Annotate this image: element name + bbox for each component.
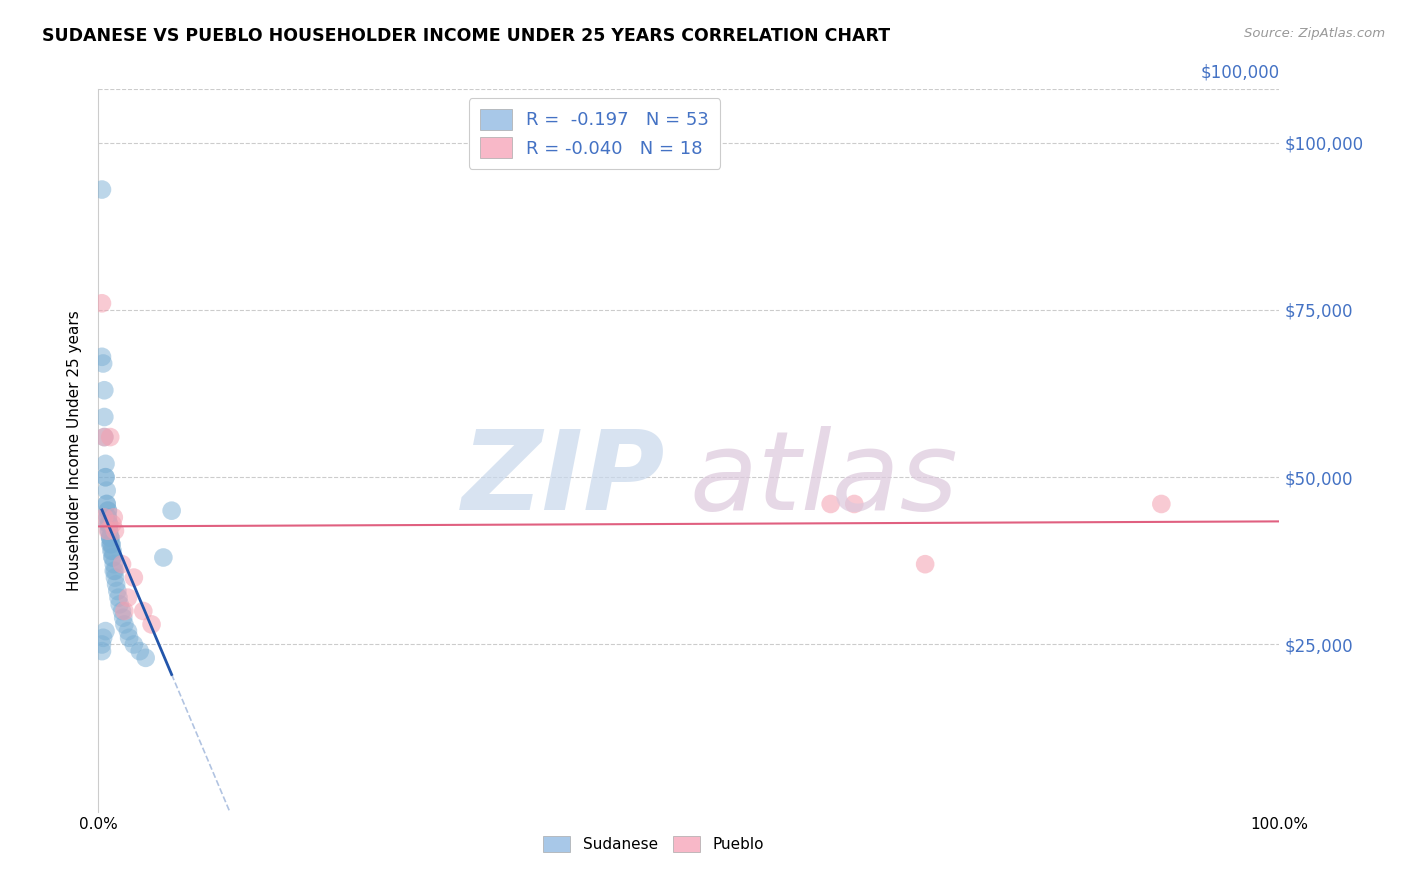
- Point: [122, 637, 145, 651]
- Point: [91, 356, 114, 371]
- Text: SUDANESE VS PUEBLO HOUSEHOLDER INCOME UNDER 25 YEARS CORRELATION CHART: SUDANESE VS PUEBLO HOUSEHOLDER INCOME UN…: [42, 27, 890, 45]
- Legend: Sudanese, Pueblo: Sudanese, Pueblo: [537, 830, 770, 858]
- Point: [98, 524, 121, 538]
- Point: [100, 537, 122, 551]
- Point: [107, 591, 129, 605]
- Point: [97, 510, 120, 524]
- Point: [98, 517, 121, 532]
- Point: [112, 611, 135, 625]
- Point: [914, 557, 936, 572]
- Point: [101, 550, 124, 565]
- Point: [100, 543, 122, 558]
- Point: [94, 457, 117, 471]
- Point: [122, 571, 145, 585]
- Point: [101, 550, 124, 565]
- Point: [112, 617, 135, 632]
- Point: [98, 430, 121, 444]
- Point: [117, 591, 139, 605]
- Point: [98, 530, 121, 544]
- Point: [105, 584, 128, 599]
- Point: [141, 617, 163, 632]
- Point: [111, 557, 134, 572]
- Point: [91, 637, 114, 651]
- Text: $100,000: $100,000: [1201, 64, 1279, 82]
- Point: [117, 624, 139, 639]
- Point: [160, 503, 183, 517]
- Point: [97, 503, 120, 517]
- Point: [101, 517, 124, 532]
- Text: atlas: atlas: [689, 425, 957, 533]
- Point: [112, 604, 135, 618]
- Point: [118, 631, 141, 645]
- Point: [91, 350, 114, 364]
- Text: ZIP: ZIP: [461, 425, 665, 533]
- Point: [97, 510, 120, 524]
- Point: [97, 524, 120, 538]
- Point: [1150, 497, 1173, 511]
- Point: [104, 524, 127, 538]
- Point: [93, 410, 115, 425]
- Point: [91, 296, 114, 310]
- Point: [105, 577, 128, 591]
- Point: [97, 517, 120, 532]
- Point: [91, 182, 114, 196]
- Point: [820, 497, 842, 511]
- Point: [135, 651, 157, 665]
- Point: [98, 524, 121, 538]
- Y-axis label: Householder Income Under 25 years: Householder Income Under 25 years: [67, 310, 83, 591]
- Text: Source: ZipAtlas.com: Source: ZipAtlas.com: [1244, 27, 1385, 40]
- Point: [93, 430, 115, 444]
- Point: [152, 550, 174, 565]
- Point: [91, 631, 114, 645]
- Point: [103, 564, 125, 578]
- Point: [98, 537, 121, 551]
- Point: [128, 644, 150, 658]
- Point: [98, 517, 121, 532]
- Point: [101, 543, 124, 558]
- Point: [97, 503, 120, 517]
- Point: [93, 384, 115, 398]
- Point: [93, 430, 115, 444]
- Point: [96, 483, 118, 498]
- Point: [94, 624, 117, 639]
- Point: [104, 571, 127, 585]
- Point: [98, 530, 121, 544]
- Point: [132, 604, 155, 618]
- Point: [844, 497, 866, 511]
- Point: [91, 644, 114, 658]
- Point: [108, 598, 131, 612]
- Point: [96, 497, 118, 511]
- Point: [103, 510, 125, 524]
- Point: [94, 470, 117, 484]
- Point: [104, 564, 127, 578]
- Point: [103, 557, 125, 572]
- Point: [94, 470, 117, 484]
- Point: [93, 510, 115, 524]
- Point: [100, 537, 122, 551]
- Point: [96, 497, 118, 511]
- Point: [98, 530, 121, 544]
- Point: [111, 604, 134, 618]
